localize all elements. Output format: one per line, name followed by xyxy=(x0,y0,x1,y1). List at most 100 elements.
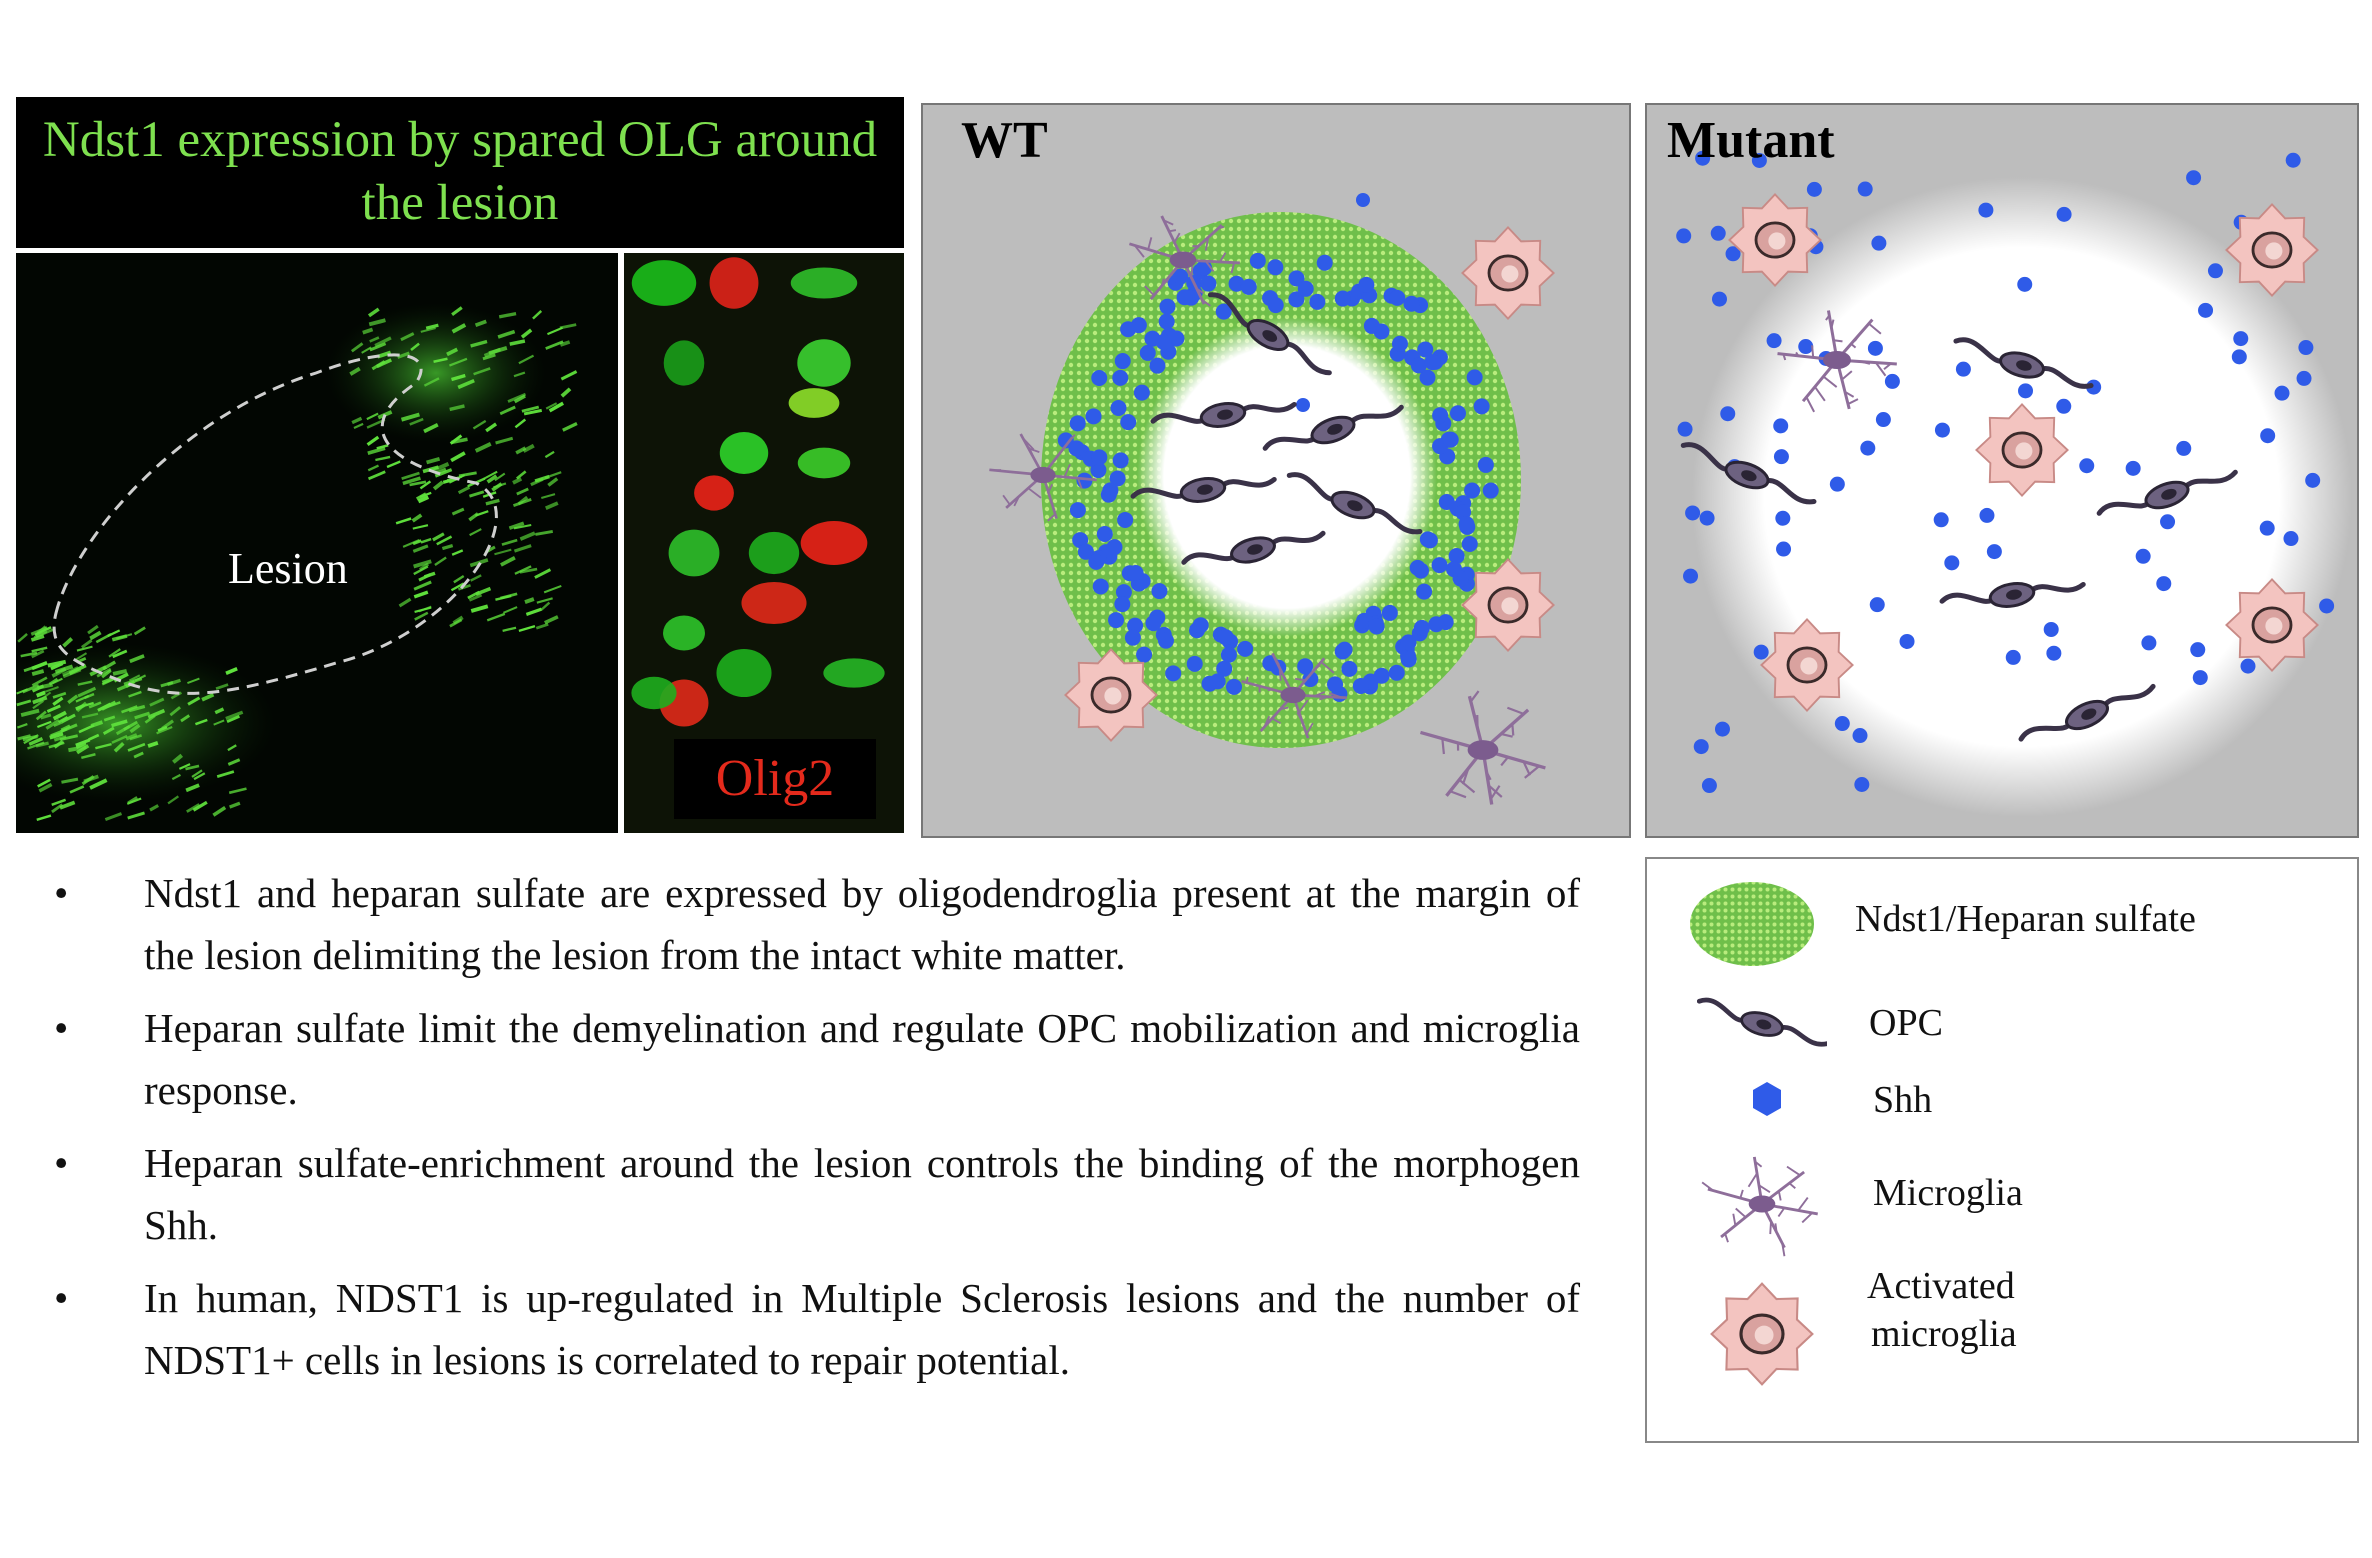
green-fiber xyxy=(95,742,112,750)
green-fiber xyxy=(368,318,386,327)
shh-dot xyxy=(2079,458,2095,474)
green-fiber xyxy=(32,700,45,710)
green-fiber xyxy=(88,733,100,741)
green-fiber xyxy=(23,734,39,745)
legend-microglia-label: Microglia xyxy=(1873,1172,2023,1214)
shh-dot xyxy=(1165,665,1182,682)
green-fiber xyxy=(62,666,79,677)
green-fiber xyxy=(494,472,506,482)
shh-dot xyxy=(1446,561,1463,578)
legend-activated-label-1: Activated xyxy=(1867,1265,2015,1307)
shh-dot xyxy=(1302,671,1319,688)
activated-microglia-cell xyxy=(1728,193,1822,287)
summary-bullets: • Ndst1 and heparan sulfate are expressed… xyxy=(40,862,1580,1402)
shh-dot xyxy=(1358,276,1375,293)
green-fiber xyxy=(519,531,536,541)
green-fiber xyxy=(225,710,244,721)
green-fiber xyxy=(419,491,432,499)
shh-dot xyxy=(1979,507,1995,523)
activated-microglia-cell xyxy=(1975,403,2069,497)
shh-dot xyxy=(1316,254,1333,271)
green-fiber xyxy=(493,482,507,489)
green-fiber xyxy=(111,734,128,744)
shh-dot xyxy=(1417,341,1434,358)
green-fiber xyxy=(473,367,491,376)
shh-dot xyxy=(1159,298,1176,315)
green-fiber xyxy=(52,691,67,699)
green-fiber xyxy=(80,639,93,649)
shh-dot xyxy=(1711,291,1727,307)
green-fiber xyxy=(541,493,556,500)
shh-dot xyxy=(1090,462,1107,479)
green-fiber xyxy=(474,442,492,453)
shh-dot xyxy=(1216,660,1233,677)
shh-dot xyxy=(2260,428,2276,444)
green-fiber xyxy=(133,751,144,759)
green-fiber xyxy=(227,758,241,766)
shh-dot xyxy=(1091,369,1108,386)
green-fiber xyxy=(77,686,97,698)
green-fiber xyxy=(436,535,453,546)
activated-microglia-icon xyxy=(1710,1282,1814,1386)
shh-dot xyxy=(1139,344,1156,361)
wt-activated-group xyxy=(1064,226,1555,742)
green-fiber xyxy=(185,783,200,793)
green-fiber xyxy=(469,528,482,537)
green-fiber xyxy=(30,634,45,642)
green-fiber xyxy=(192,800,208,812)
shh-dot xyxy=(1416,583,1433,600)
shh-dot xyxy=(1120,414,1137,431)
shh-dot xyxy=(1341,660,1358,677)
green-fiber xyxy=(127,796,138,805)
green-fiber xyxy=(367,446,386,455)
green-fiber xyxy=(515,446,527,455)
bullet-text: Ndst1 and heparan sulfate are expressed … xyxy=(144,870,1580,978)
opc-cell xyxy=(1150,401,1297,428)
green-fiber xyxy=(376,358,392,369)
shh-dot xyxy=(1085,408,1102,425)
green-fiber xyxy=(544,615,559,625)
shh-dot xyxy=(1899,633,1915,649)
green-fiber xyxy=(16,723,28,729)
shh-dot xyxy=(1114,596,1131,613)
green-fiber xyxy=(149,804,160,812)
shh-dot xyxy=(1683,568,1699,584)
shh-dot xyxy=(2259,520,2275,536)
green-fiber xyxy=(514,418,527,429)
green-fiber xyxy=(545,501,559,510)
green-fiber xyxy=(90,720,104,728)
green-fiber xyxy=(47,659,67,668)
green-fiber xyxy=(125,733,138,741)
shh-dot xyxy=(1334,290,1351,307)
lesion-outline xyxy=(52,353,498,695)
green-fiber xyxy=(31,676,48,687)
green-fiber xyxy=(369,342,387,352)
green-fiber xyxy=(23,664,38,673)
shh-dot xyxy=(1448,547,1465,564)
shh-dot xyxy=(1069,415,1086,432)
green-fiber xyxy=(129,723,141,734)
wt-panel: WT xyxy=(921,103,1631,838)
green-fiber xyxy=(101,669,112,679)
activated-microglia-cell xyxy=(2225,203,2319,297)
shh-dot xyxy=(1091,449,1108,466)
bullet-item: • Ndst1 and heparan sulfate are expressed… xyxy=(40,862,1580,986)
green-fiber xyxy=(449,404,465,412)
bullet-text: In human, NDST1 is up-regulated in Multi… xyxy=(144,1275,1580,1383)
green-fiber xyxy=(103,715,116,722)
green-fiber xyxy=(178,763,191,770)
shh-dot xyxy=(1410,357,1427,374)
green-fiber xyxy=(38,782,53,793)
shh-dot xyxy=(1428,616,1445,633)
shh-dot xyxy=(1860,440,1876,456)
green-fiber xyxy=(215,683,229,691)
green-fiber xyxy=(349,366,361,376)
green-fiber xyxy=(513,371,526,378)
green-fiber xyxy=(353,422,364,430)
bullet-item: • Heparan sulfate limit the demyelination… xyxy=(40,997,1580,1121)
green-fiber xyxy=(134,711,151,720)
shh-dot xyxy=(2190,642,2206,658)
green-fiber xyxy=(470,604,489,613)
shh-dot xyxy=(1834,716,1850,732)
green-fiber xyxy=(104,812,123,822)
